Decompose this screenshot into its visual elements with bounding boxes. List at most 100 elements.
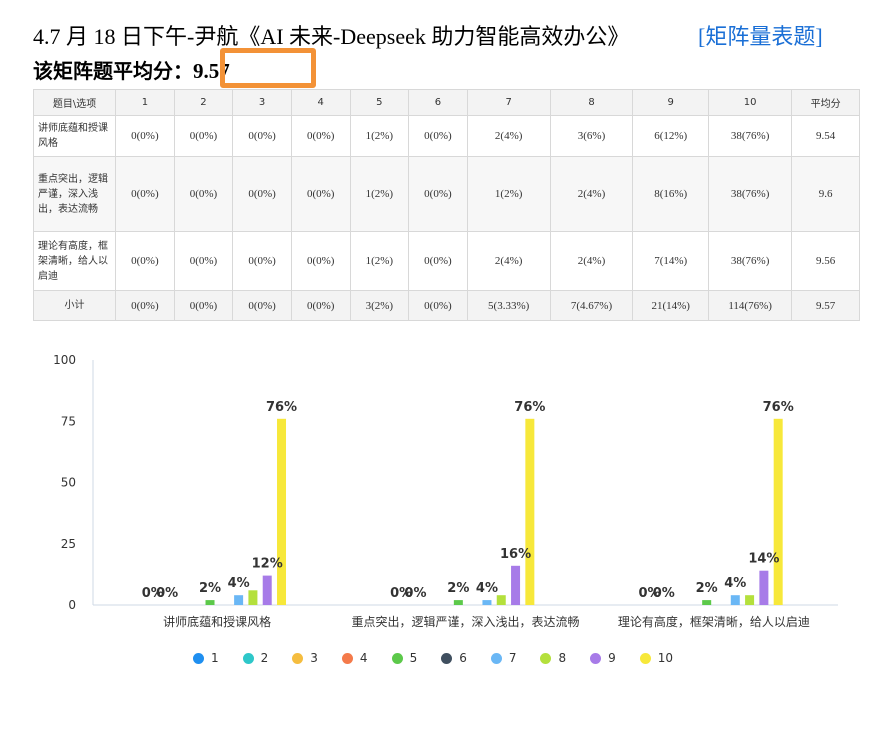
legend-dot-icon [441, 652, 453, 664]
data-label: 76% [266, 400, 297, 415]
data-label: 76% [763, 400, 794, 415]
data-label: 0% [653, 586, 675, 601]
row-label: 理论有高度，框架清晰，给人以启迪 [32, 231, 117, 291]
bar-series-9 [759, 570, 769, 605]
bar-series-10 [277, 418, 287, 605]
legend-dot-icon [242, 652, 254, 664]
average-label: 该矩阵题平均分： [33, 59, 193, 83]
column-header: 5 [349, 89, 410, 116]
table-cell: 5(3.33%) [466, 290, 551, 321]
table-cell: 21(14%) [632, 290, 710, 321]
table-cell: 3(2%) [349, 290, 410, 321]
x-category-label: 重点突出，逻辑严谨，深入浅出，表达流畅 [351, 614, 579, 629]
table-cell: 0(0%) [408, 231, 468, 291]
data-label: 4% [724, 576, 746, 591]
table-cell: 0(0%) [115, 115, 175, 157]
legend-label: 1 [211, 651, 219, 665]
matrix-table: 题目\选项 1 2 3 4 5 6 7 8 9 10 平均分 讲师底蕴和授课风格 0(0%) 0(0%) 0… [32, 89, 860, 321]
table-cell: 38(76%) [708, 156, 793, 232]
data-label: 4% [228, 576, 250, 591]
bar-series-5 [205, 600, 215, 605]
table-cell: 0(0%) [173, 231, 234, 291]
legend-label: 3 [310, 651, 318, 665]
table-cell: 0(0%) [290, 231, 351, 291]
legend-item[interactable]: 7 [490, 651, 516, 665]
column-header: 平均分 [791, 89, 860, 116]
data-label: 76% [514, 400, 545, 415]
legend-item[interactable]: 10 [639, 651, 674, 665]
data-label: 2% [447, 581, 469, 596]
legend-dot-icon [341, 652, 353, 664]
legend-item[interactable]: 3 [292, 651, 318, 665]
legend-label: 10 [657, 651, 674, 665]
legend-label: 8 [558, 651, 567, 665]
table-cell: 0(0%) [173, 156, 234, 232]
bar-series-7 [482, 600, 492, 605]
bar-series-7 [730, 595, 740, 605]
table-cell: 0(0%) [408, 115, 468, 157]
row-label: 讲师底蕴和授课风格 [32, 115, 117, 157]
data-label: 0% [142, 586, 164, 601]
column-header: 4 [290, 89, 351, 116]
bar-series-9 [511, 565, 521, 605]
legend-label: 2 [260, 651, 269, 665]
table-cell: 3(6%) [549, 115, 634, 157]
legend-item[interactable]: 5 [391, 651, 418, 665]
column-header: 2 [173, 89, 234, 116]
table-cell: 0(0%) [232, 231, 292, 291]
table-cell: 7(14%) [632, 231, 710, 291]
table-cell: 7(4.67%) [549, 290, 634, 321]
column-header: 6 [408, 89, 468, 116]
table-cell: 38(76%) [708, 115, 793, 157]
legend-label: 5 [409, 651, 418, 665]
legend-label: 6 [459, 651, 467, 665]
legend-item[interactable]: 4 [341, 651, 368, 665]
legend-label: 4 [359, 651, 368, 665]
column-header: 题目\选项 [32, 89, 117, 116]
table-cell: 2(4%) [466, 231, 551, 291]
table-cell: 0(0%) [232, 156, 292, 232]
data-label: 0% [638, 586, 660, 601]
table-cell: 9.56 [791, 231, 860, 291]
legend-item[interactable]: 8 [540, 651, 566, 665]
bar-series-5 [453, 600, 463, 605]
data-label: 0% [390, 586, 412, 601]
table-cell: 1(2%) [349, 156, 410, 232]
table-cell: 2(4%) [549, 156, 634, 232]
table-cell: 9.57 [791, 290, 860, 321]
y-tick-label: 75 [61, 414, 76, 428]
legend-item[interactable]: 9 [590, 651, 616, 665]
table-cell: 2(4%) [549, 231, 634, 291]
data-label: 4% [476, 581, 498, 596]
table-cell: 0(0%) [115, 156, 175, 232]
row-label: 小计 [32, 290, 117, 321]
table-row: 小计 0(0%) 0(0%) 0(0%) 0(0%) 3(2%) 0(0%) 5(3.33%)… [32, 290, 860, 321]
table-cell: 0(0%) [408, 290, 468, 321]
table-cell: 0(0%) [290, 290, 351, 321]
column-header: 9 [632, 89, 710, 116]
column-header: 8 [549, 89, 634, 116]
y-tick-label: 0 [68, 598, 76, 612]
legend-dot-icon [391, 652, 403, 664]
matrix-average: 该矩阵题平均分：9.57 [33, 56, 230, 86]
table-cell: 0(0%) [115, 290, 175, 321]
table-cell: 1(2%) [349, 115, 410, 157]
table-cell: 6(12%) [632, 115, 710, 157]
legend-item[interactable]: 1 [193, 651, 219, 665]
legend-dot-icon [292, 652, 304, 664]
legend-item[interactable]: 6 [441, 651, 467, 665]
bar-series-7 [234, 595, 244, 605]
table-cell: 38(76%) [708, 231, 793, 291]
x-category-label: 理论有高度，框架清晰，给人以启迪 [618, 614, 810, 629]
chart-legend: 1 2 3 4 5 6 7 8 9 10 [193, 649, 697, 667]
bar-series-8 [248, 590, 258, 605]
table-cell: 9.54 [791, 115, 860, 157]
legend-dot-icon [490, 652, 502, 664]
question-type-link[interactable]: [矩阵量表题] [698, 24, 823, 49]
bar-series-5 [702, 600, 712, 605]
legend-item[interactable]: 2 [242, 651, 269, 665]
table-cell: 0(0%) [408, 156, 468, 232]
table-cell: 1(2%) [349, 231, 410, 291]
legend-dot-icon [540, 652, 552, 664]
column-header: 1 [115, 89, 175, 116]
